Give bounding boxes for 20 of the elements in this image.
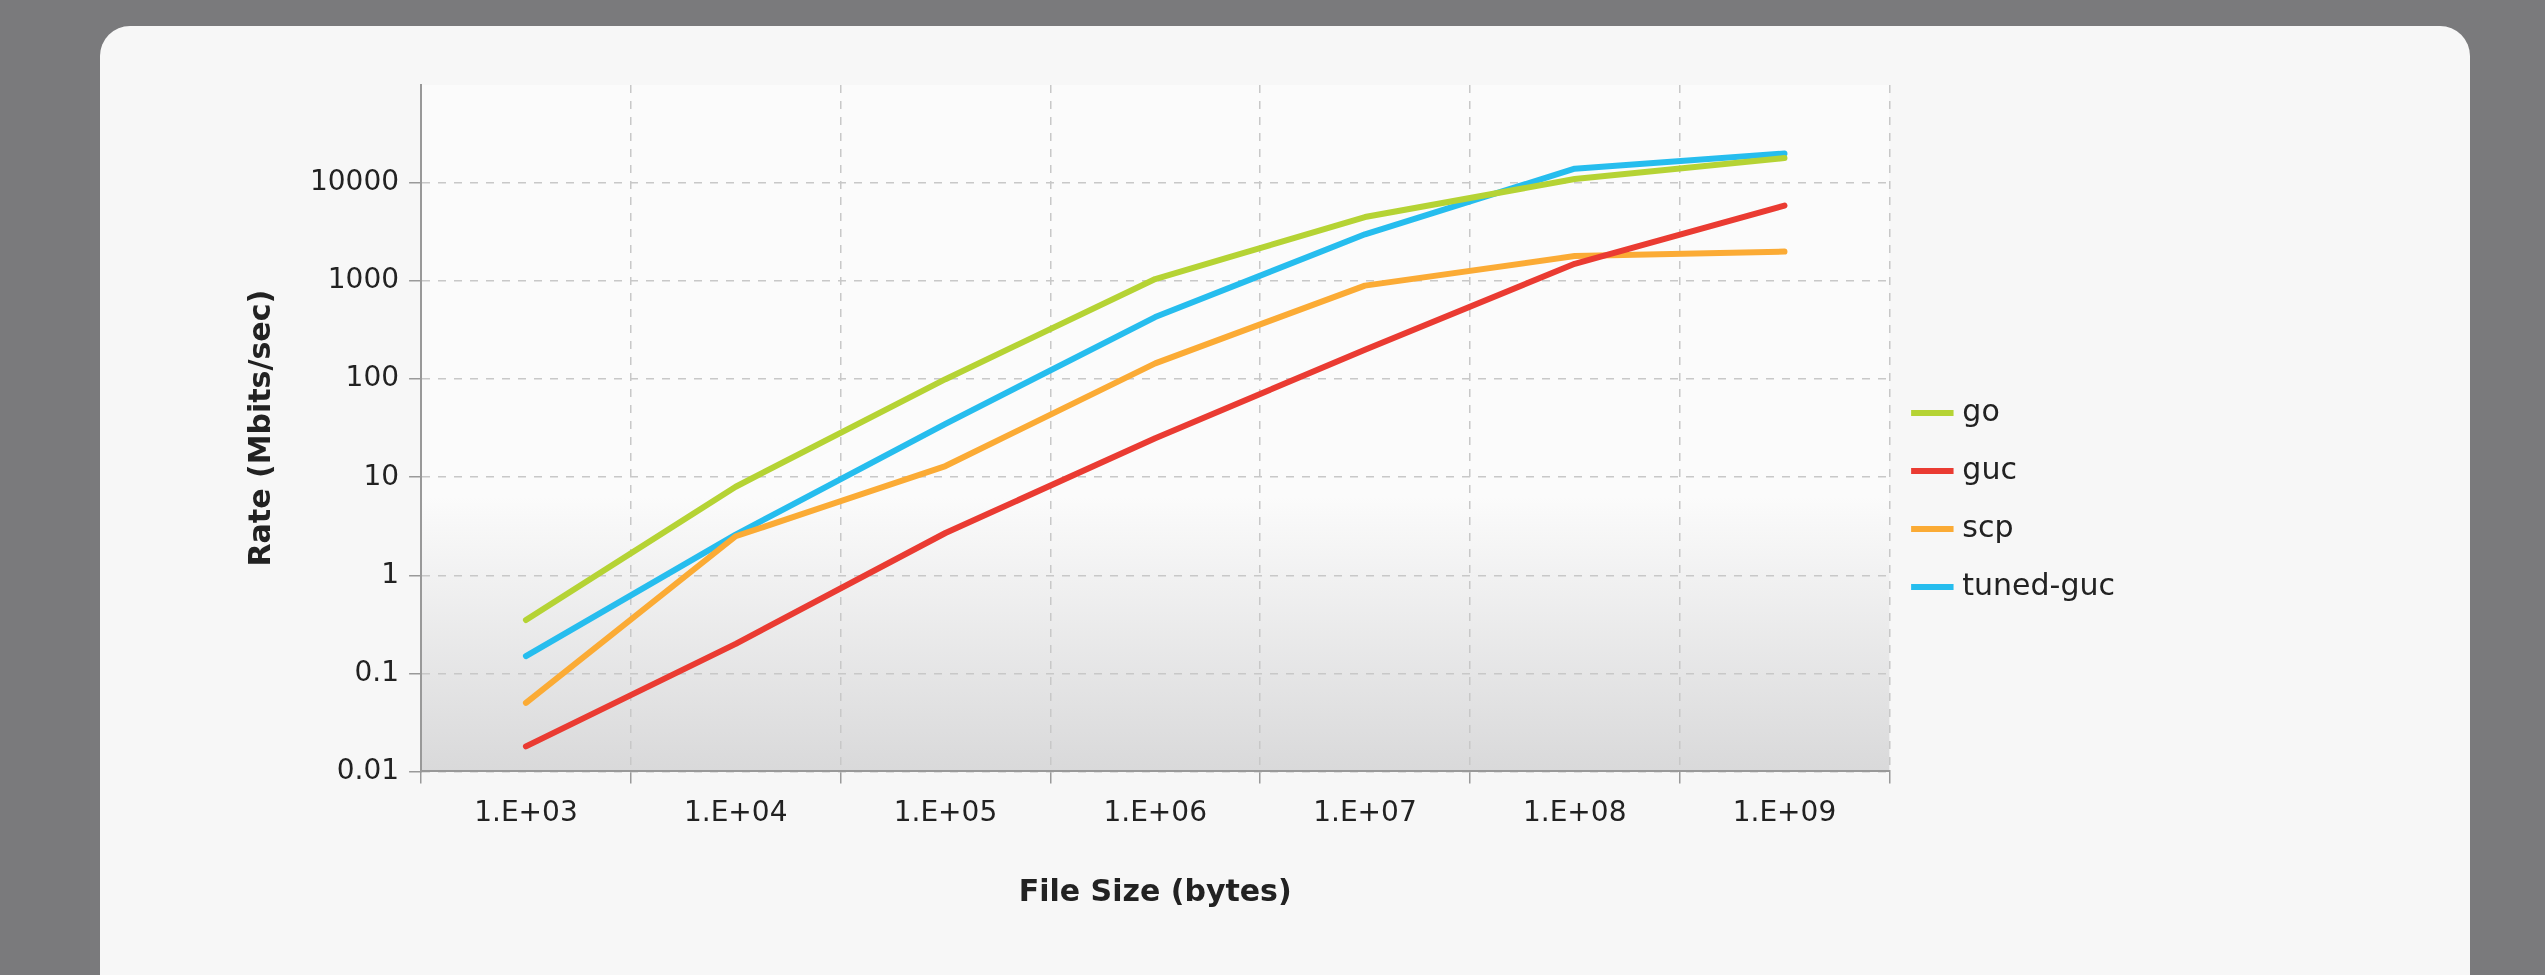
y-tick-label: 1 [381,556,400,590]
y-tick-label: 10000 [309,164,400,198]
x-tick-label: 1.E+05 [893,795,998,829]
x-tick-label: 1.E+08 [1522,795,1627,829]
legend-label: go [1962,392,2000,428]
y-tick-label: 1000 [327,262,400,296]
x-tick-label: 1.E+06 [1103,795,1207,829]
x-tick-label: 1.E+09 [1732,795,1837,829]
x-tick-label: 1.E+03 [474,795,578,829]
y-tick-label: 10 [363,458,400,492]
y-axis-title: Rate (Mbits/sec) [241,289,277,567]
x-axis-title: File Size (bytes) [1018,872,1292,908]
legend-label: scp [1962,508,2014,544]
y-tick-label: 100 [345,360,400,394]
y-tick-label: 0.1 [354,654,400,688]
y-tick-label: 0.01 [336,752,400,786]
legend-label: tuned-guc [1962,566,2116,602]
x-tick-label: 1.E+04 [683,795,788,829]
legend-label: guc [1962,450,2017,486]
x-tick-label: 1.E+07 [1313,795,1417,829]
